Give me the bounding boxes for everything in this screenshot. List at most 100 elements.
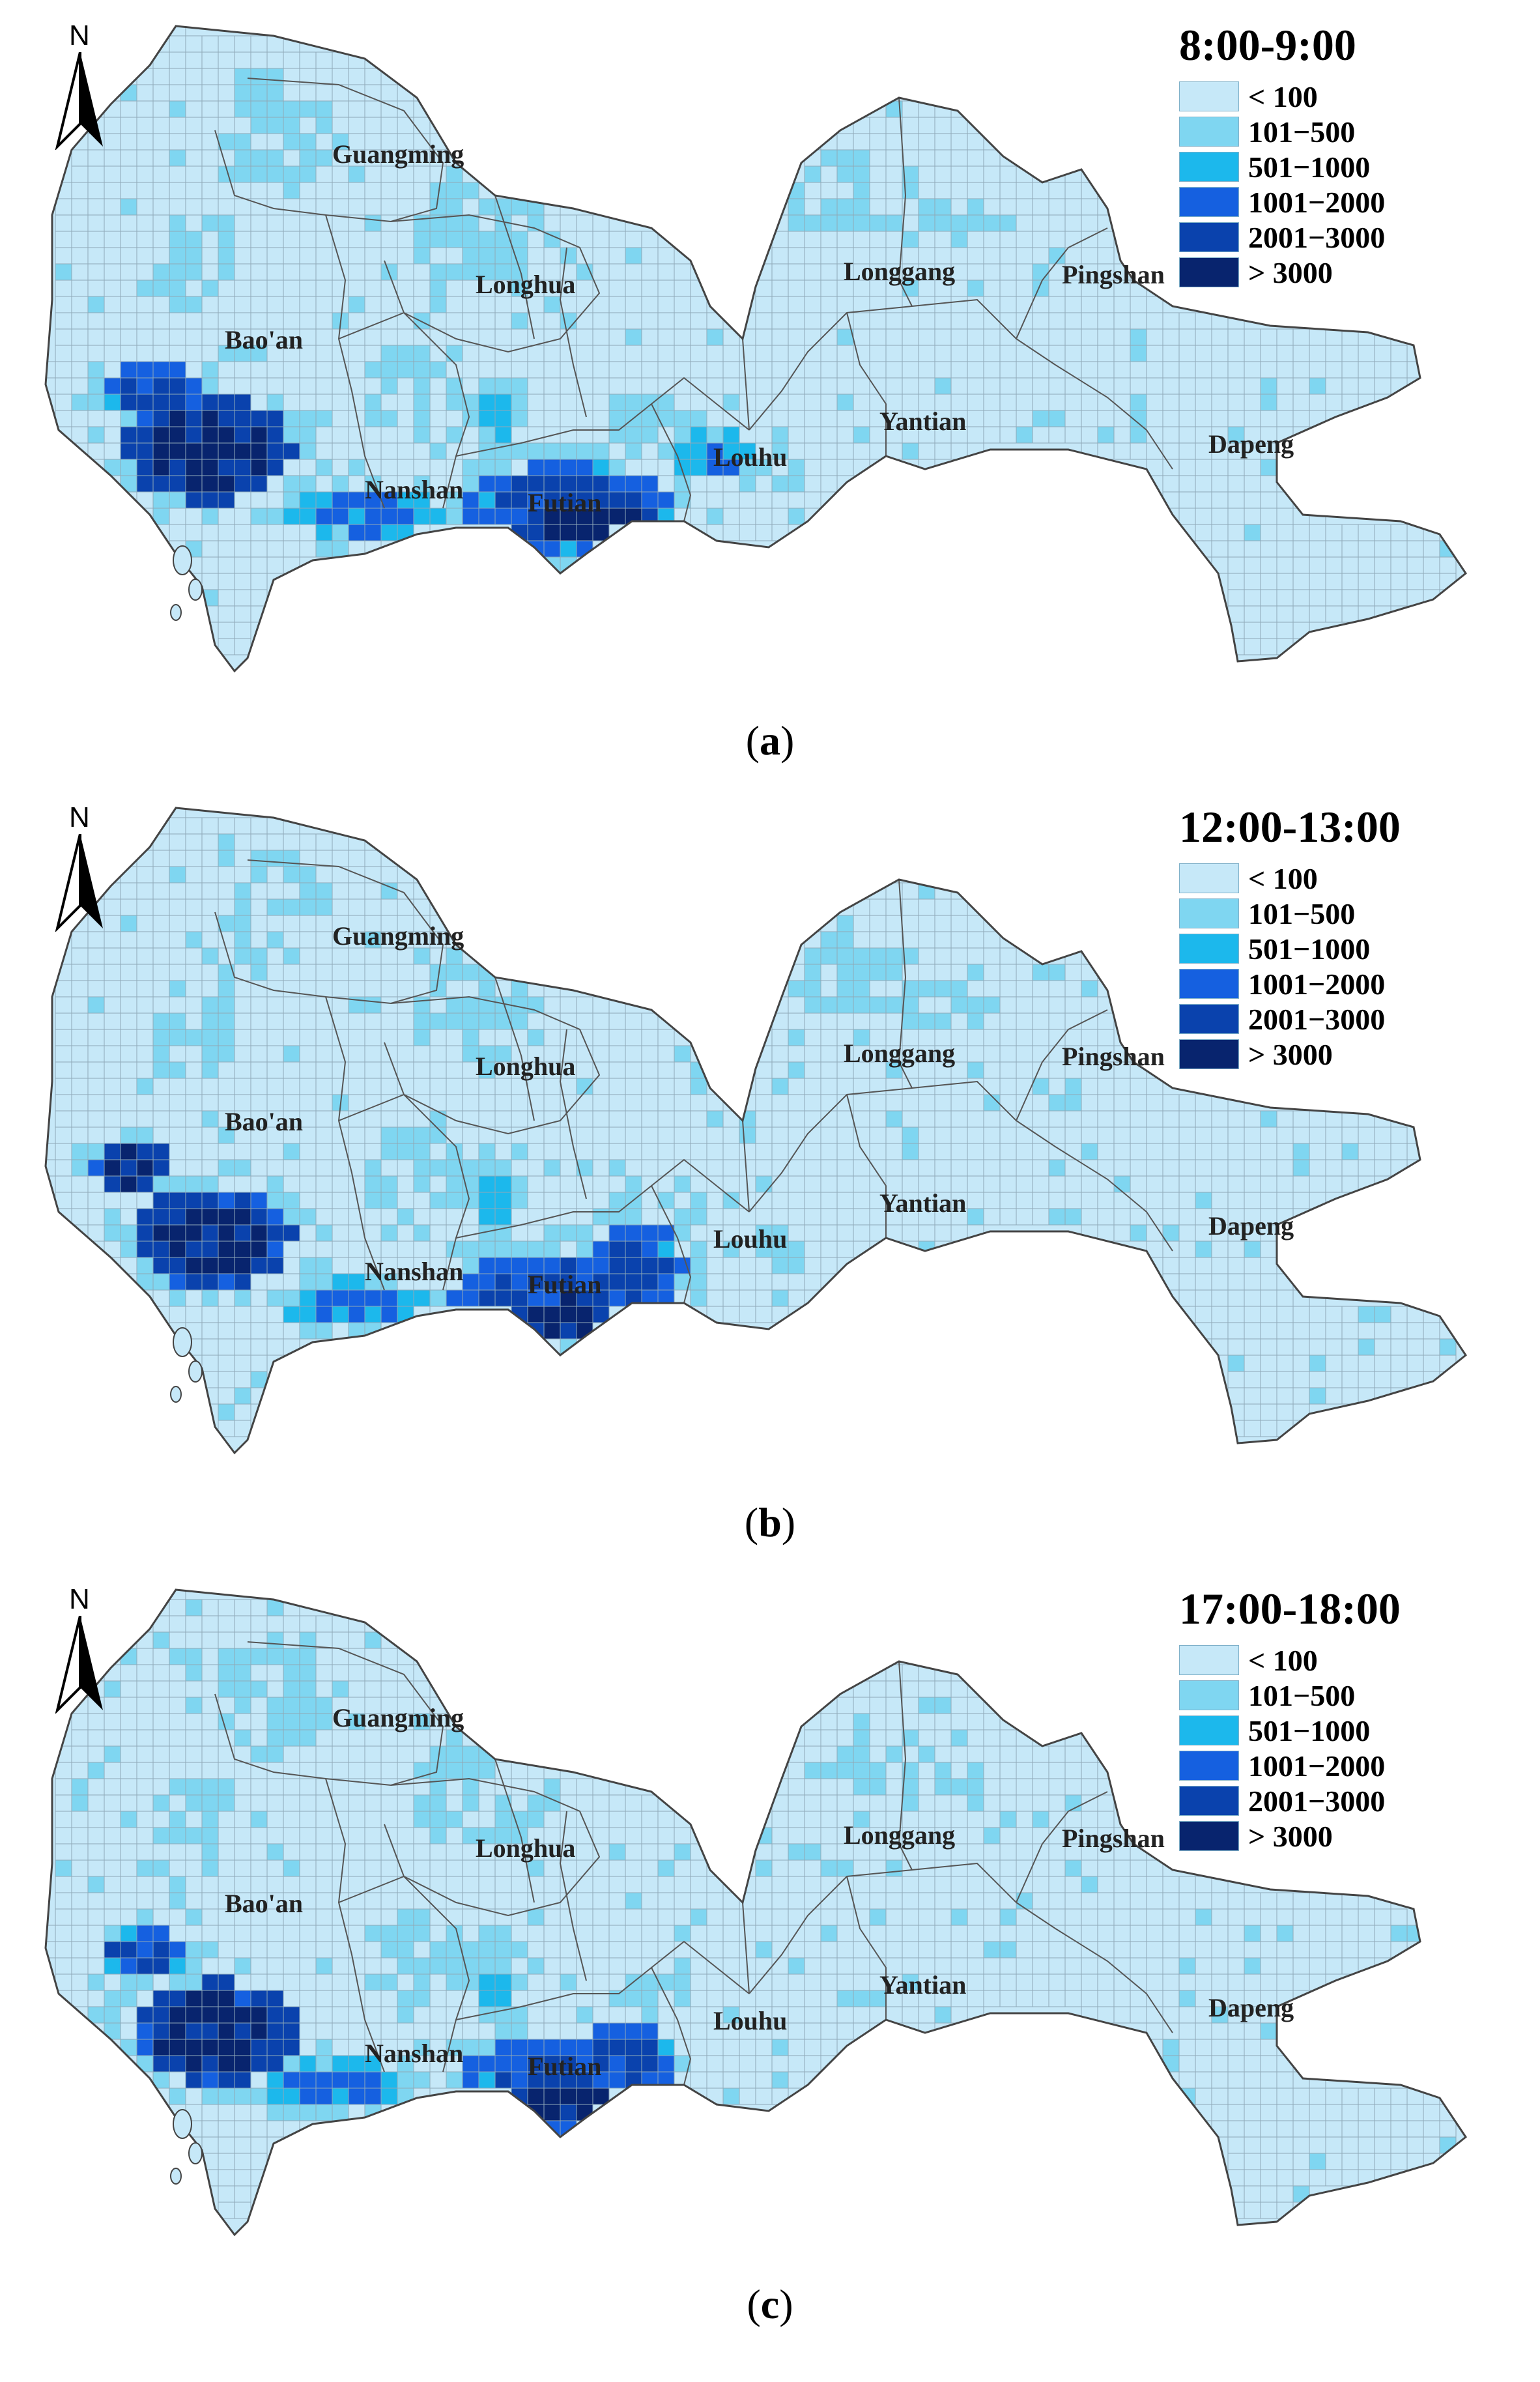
grid-cell (71, 1175, 89, 1193)
grid-cell (1390, 1306, 1408, 1323)
grid-cell (299, 1045, 317, 1063)
grid-cell (104, 1794, 121, 1812)
grid-cell (136, 410, 154, 427)
grid-cell (1048, 312, 1066, 330)
grid-cell (332, 1957, 349, 1975)
grid-cell (1048, 328, 1066, 346)
grid-cell (71, 964, 89, 981)
grid-cell (1016, 214, 1033, 232)
grid-cell (315, 947, 333, 965)
grid-cell (201, 915, 219, 932)
grid-cell (592, 1175, 610, 1193)
grid-cell (299, 866, 317, 883)
grid-cell (560, 1322, 577, 1340)
grid-cell (999, 947, 1017, 965)
grid-cell (87, 312, 105, 330)
grid-cell (104, 1175, 121, 1193)
grid-cell (625, 1175, 642, 1193)
grid-cell (218, 1990, 235, 2007)
grid-cell (250, 2055, 268, 2073)
grid-cell (55, 361, 72, 379)
grid-cell (511, 1012, 528, 1030)
grid-cell (1341, 1338, 1359, 1356)
grid-cell (543, 1224, 561, 1242)
grid-cell (380, 996, 398, 1014)
grid-cell (1097, 1012, 1115, 1030)
grid-cell (71, 1094, 89, 1112)
grid-cell (543, 1908, 561, 1926)
grid-cell (266, 1241, 284, 1258)
grid-cell (380, 328, 398, 346)
grid-cell (1260, 345, 1277, 362)
grid-cell (592, 231, 610, 248)
grid-cell (934, 1713, 952, 1730)
grid-cell (934, 915, 952, 932)
grid-cell (283, 377, 300, 395)
grid-cell (820, 1941, 838, 1959)
grid-cell (918, 231, 935, 248)
grid-cell (902, 296, 919, 313)
grid-cell (136, 1697, 154, 1714)
grid-cell (494, 328, 512, 346)
grid-cell (690, 377, 707, 395)
grid-cell (511, 1094, 528, 1112)
grid-cell (87, 1192, 105, 1209)
grid-cell (380, 459, 398, 476)
grid-cell (967, 1192, 984, 1209)
grid-cell (918, 182, 935, 199)
grid-cell (283, 2088, 300, 2105)
grid-cell (380, 2088, 398, 2105)
grid-cell (1341, 394, 1359, 411)
grid-cell (299, 1029, 317, 1046)
grid-cell (1211, 377, 1229, 395)
grid-cell (429, 1110, 447, 1128)
grid-cell (576, 361, 593, 379)
grid-cell (820, 2022, 838, 2040)
grid-cell (152, 1273, 170, 1291)
grid-cell (674, 296, 691, 313)
grid-cell (576, 1159, 593, 1177)
grid-cell (576, 1778, 593, 1796)
grid-cell (902, 1110, 919, 1128)
grid-cell (299, 1729, 317, 1747)
grid-cell (511, 475, 528, 493)
grid-cell (71, 1925, 89, 1942)
grid-cell (152, 198, 170, 216)
grid-cell (413, 1094, 431, 1112)
grid-cell (1064, 1192, 1082, 1209)
grid-cell (234, 1908, 251, 1926)
grid-cell (983, 1729, 1001, 1747)
grid-cell (755, 1110, 773, 1128)
grid-cell (169, 1045, 186, 1063)
legend-title: 12:00-13:00 (1179, 802, 1401, 852)
grid-cell (1113, 345, 1131, 362)
grid-cell (967, 345, 984, 362)
grid-cell (185, 296, 203, 313)
district-boundary (749, 1080, 1056, 1213)
grid-cell (1195, 345, 1212, 362)
grid-cell (315, 1094, 333, 1112)
grid-cell (853, 377, 870, 395)
grid-cell (983, 1745, 1001, 1763)
grid-cell (1260, 1403, 1277, 1421)
grid-cell (104, 996, 121, 1014)
grid-cell (836, 328, 854, 346)
grid-cell (788, 426, 805, 444)
grid-cell (885, 247, 903, 265)
grid-cell (446, 1957, 463, 1975)
grid-cell (983, 149, 1001, 167)
grid-cell (364, 1908, 382, 1926)
grid-cell (722, 345, 740, 362)
grid-cell (169, 1143, 186, 1160)
grid-cell (1325, 540, 1343, 558)
grid-cell (55, 1175, 72, 1193)
grid-cell (250, 1143, 268, 1160)
grid-cell (397, 475, 414, 493)
grid-cell (853, 426, 870, 444)
grid-cell (87, 394, 105, 411)
grid-cell (250, 556, 268, 574)
grid-cell (1244, 328, 1261, 346)
grid-cell (201, 1599, 219, 1616)
grid-cell (364, 1794, 382, 1812)
grid-cell (446, 296, 463, 313)
